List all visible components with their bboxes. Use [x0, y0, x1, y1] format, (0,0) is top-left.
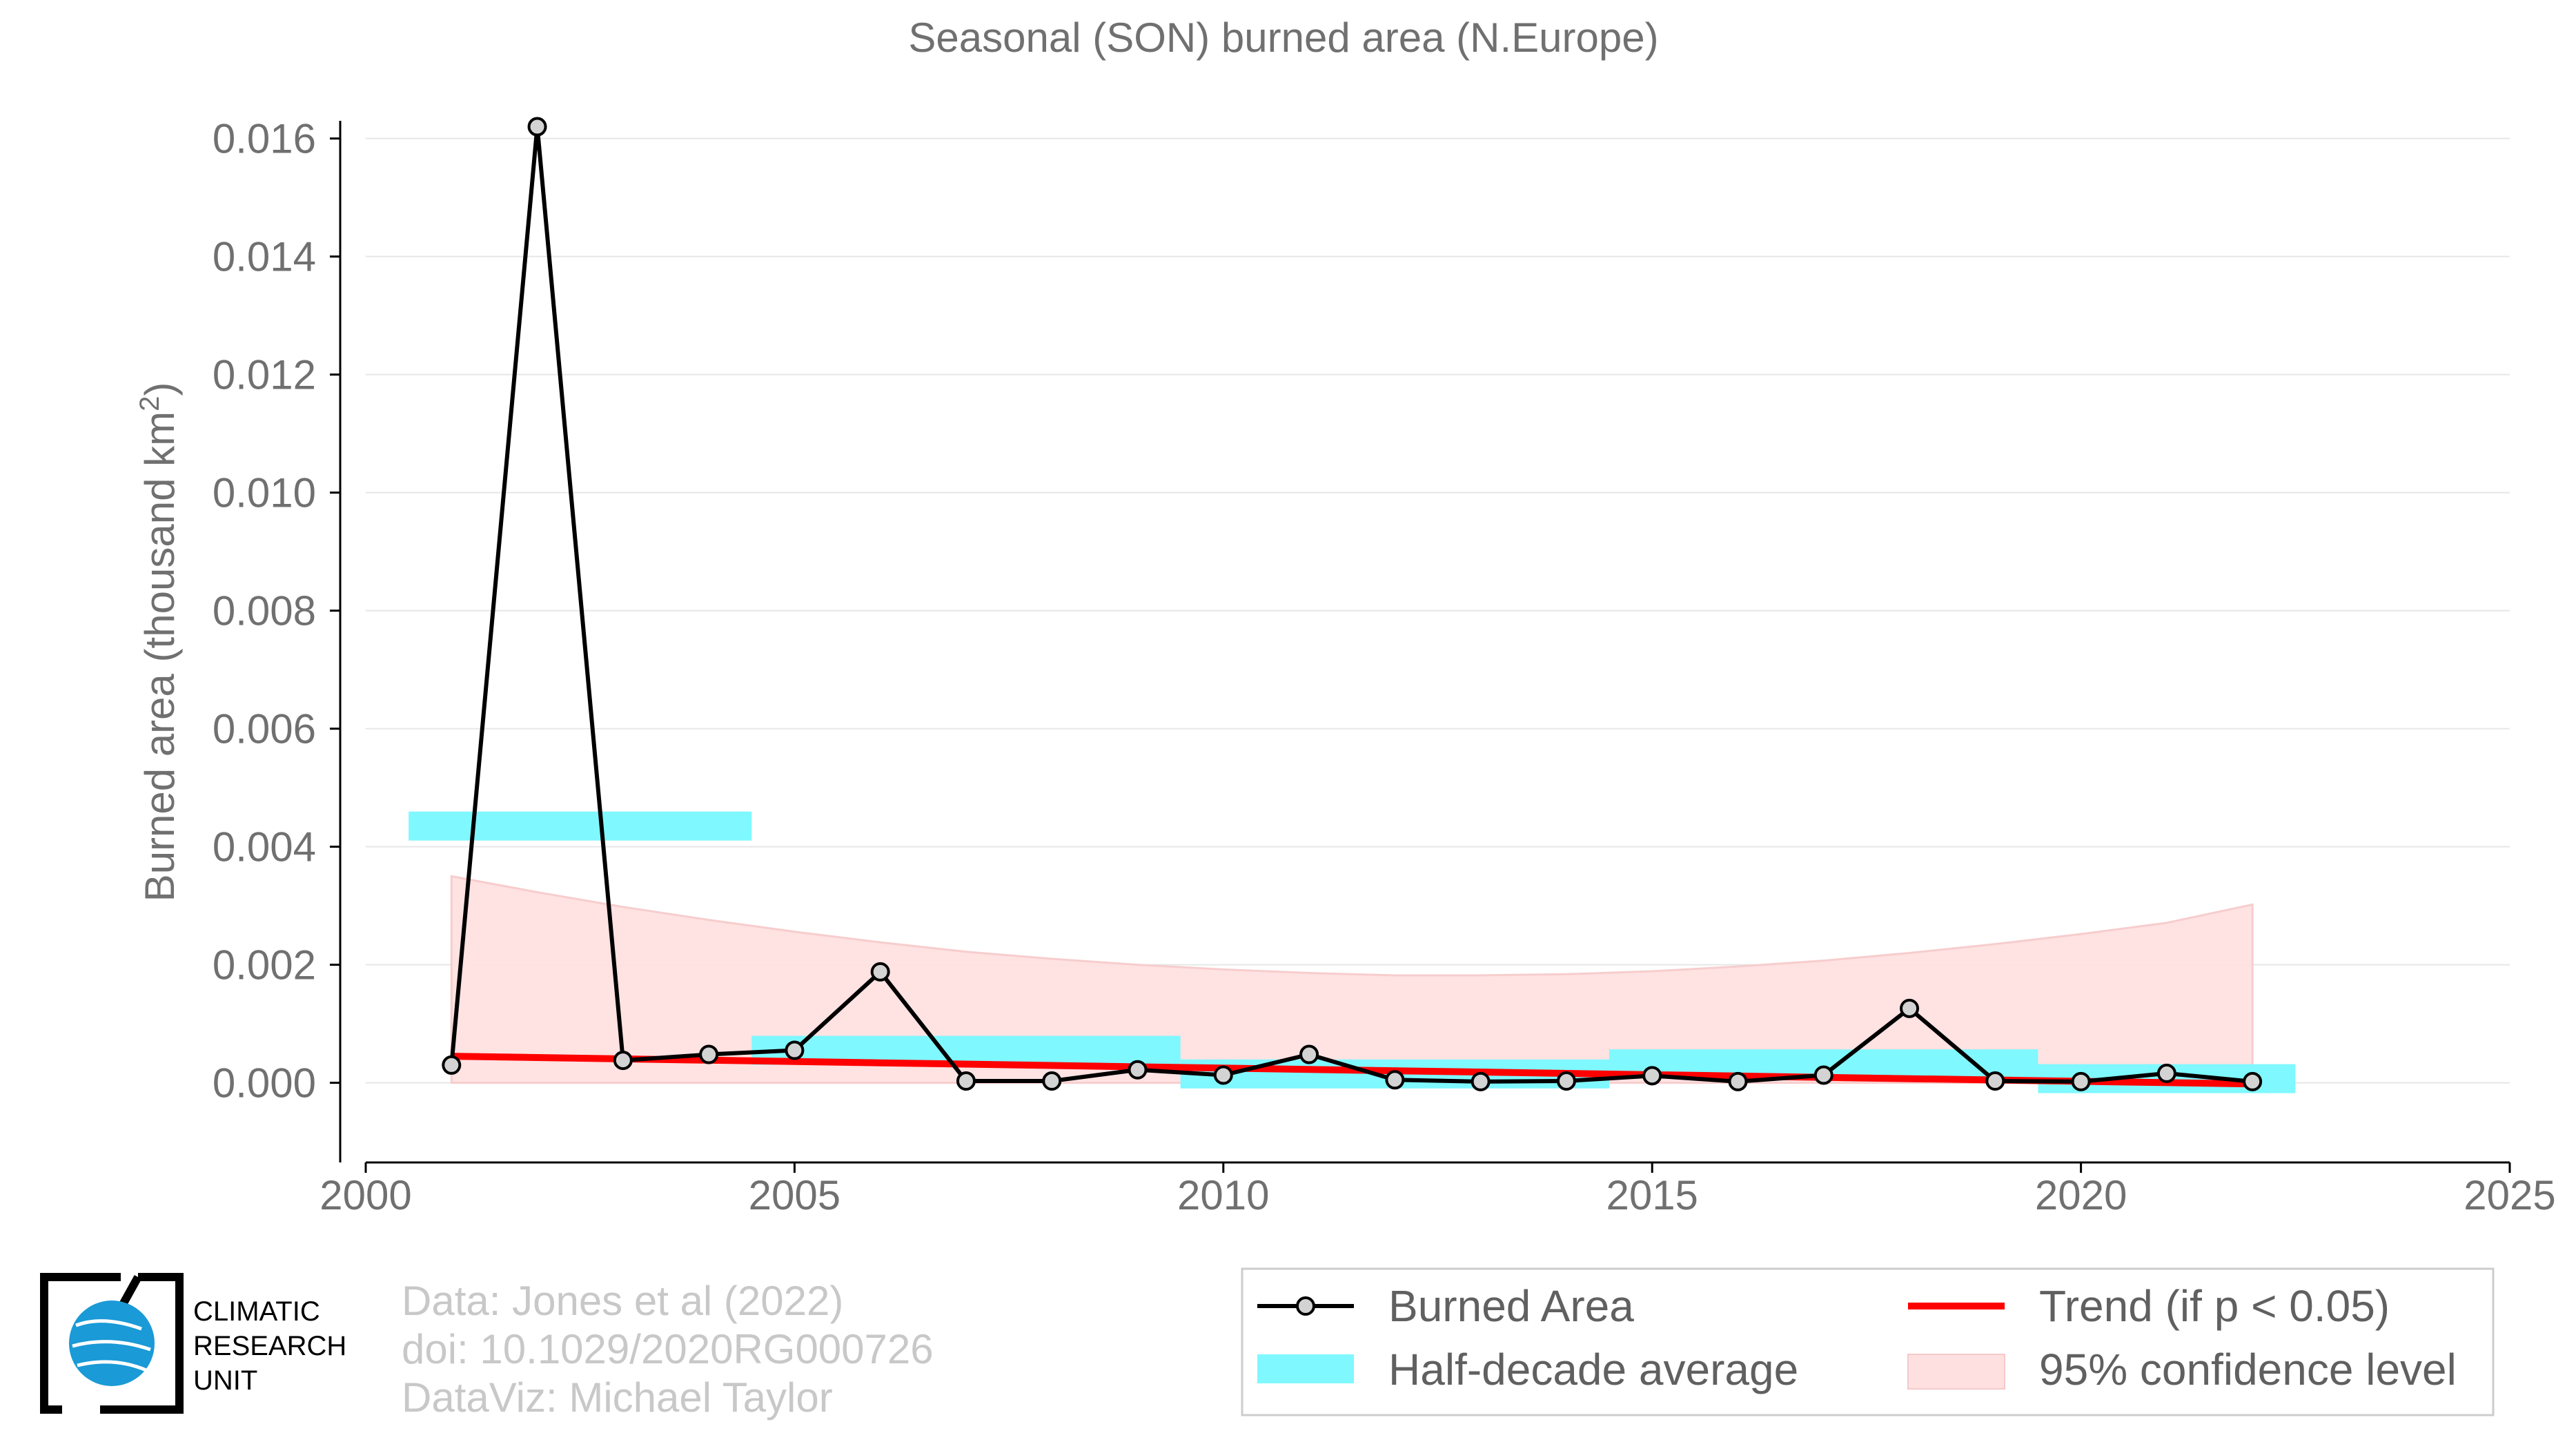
burned-area-point	[1985, 1071, 2005, 1091]
burned-area-point	[442, 1055, 462, 1075]
burned-area-point	[1900, 998, 1920, 1018]
burned-area-point	[1556, 1071, 1576, 1091]
burned-area-line	[449, 124, 2253, 1084]
legend: Burned Area Half-decade average Trend (i…	[1241, 1267, 2495, 1416]
y-tick-label: 0.006	[213, 706, 316, 752]
burned-area-point	[785, 1040, 805, 1060]
y-axis-label-main: Burned area (thousand km	[137, 411, 183, 902]
trend-layer	[451, 1053, 2253, 1088]
burned-area-point	[1728, 1071, 1748, 1091]
x-tick-label: 2000	[319, 1172, 411, 1218]
y-tick-label: 0.016	[213, 116, 316, 162]
burned-area-point	[1471, 1071, 1491, 1091]
burned-area-point	[699, 1044, 719, 1064]
burned-area-point	[2071, 1071, 2091, 1091]
burned-area-point	[613, 1051, 633, 1071]
x-ticks: 2000 2005 2010 2015 2020 2025	[319, 1162, 2556, 1218]
legend-confidence-swatch	[1907, 1354, 2005, 1390]
burned-area-point	[1385, 1070, 1405, 1090]
y-tick-label: 0.002	[213, 942, 316, 989]
burned-area-point	[1213, 1065, 1233, 1085]
y-tick-label: 0.000	[213, 1060, 316, 1107]
y-axis-label-sup: 2	[135, 396, 165, 411]
x-tick-label: 2005	[749, 1172, 840, 1218]
burned-area-point	[527, 117, 547, 137]
y-tick-label: 0.014	[213, 234, 316, 280]
x-tick-label: 2025	[2464, 1172, 2555, 1218]
burned-area-point	[1642, 1066, 1662, 1086]
y-tick-label: 0.012	[213, 352, 316, 398]
x-tick-label: 2010	[1177, 1172, 1269, 1218]
x-tick-label: 2020	[2035, 1172, 2127, 1218]
chart-title: Seasonal (SON) burned area (N.Europe)	[908, 14, 1658, 61]
logo-globe-swirl-icon	[72, 1319, 151, 1372]
legend-half-decade-label: Half-decade average	[1388, 1345, 1798, 1394]
legend-confidence-label: 95% confidence level	[2039, 1345, 2457, 1394]
logo-text-research: RESEARCH	[193, 1331, 346, 1361]
logo-text-climatic: CLIMATIC	[193, 1296, 320, 1327]
legend-box	[1241, 1267, 2495, 1416]
burned-area-point	[1128, 1060, 1148, 1080]
y-ticks: 0.000 0.002 0.004 0.006 0.008 0.010 0.012 0.014…	[213, 116, 340, 1107]
legend-burned-area-label: Burned Area	[1388, 1281, 1634, 1331]
y-axis-label: Burned area (thousand km2)	[135, 382, 183, 902]
legend-half-decade-swatch	[1257, 1354, 1354, 1383]
y-tick-label: 0.004	[213, 824, 316, 870]
y-tick-label: 0.010	[213, 470, 316, 516]
trend-line	[451, 1053, 2253, 1088]
credit-data-source: Data: Jones et al (2022)	[402, 1278, 843, 1324]
credit-dataviz: DataViz: Michael Taylor	[402, 1374, 833, 1421]
y-axis-label-close: )	[137, 382, 183, 396]
credit-doi: doi: 10.1029/2020RG000726	[402, 1326, 934, 1372]
burned-area-point	[1299, 1044, 1319, 1064]
burned-area-point	[956, 1071, 976, 1091]
burned-area-point	[2243, 1071, 2263, 1091]
burned-area-point	[1813, 1065, 1833, 1085]
legend-burned-area-marker	[1296, 1296, 1315, 1316]
burned-area-layer	[442, 117, 2263, 1091]
half-decade-bar	[409, 811, 752, 841]
y-tick-label: 0.008	[213, 588, 316, 634]
burned-area-point	[870, 962, 890, 982]
burned-area-point	[1042, 1071, 1062, 1091]
legend-trend-label: Trend (if p < 0.05)	[2039, 1281, 2390, 1331]
logo-text-unit: UNIT	[193, 1365, 257, 1396]
cru-logo: CLIMATIC RESEARCH UNIT	[40, 1273, 346, 1414]
x-tick-label: 2015	[1606, 1172, 1698, 1218]
burned-area-point	[2156, 1063, 2176, 1083]
